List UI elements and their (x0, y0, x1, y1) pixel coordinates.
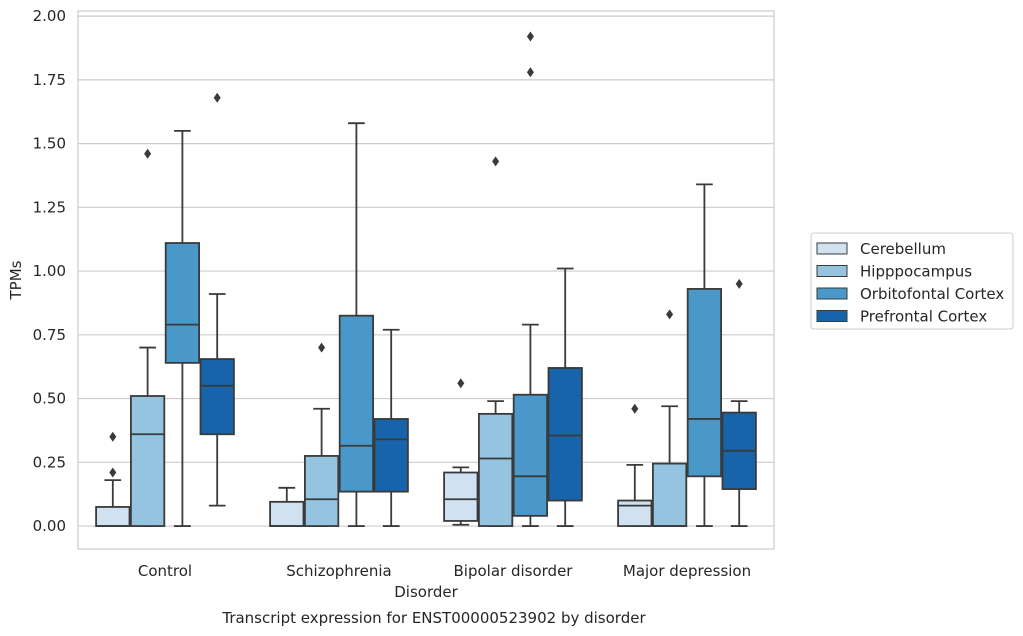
outlier-point (144, 148, 152, 159)
outlier-point (526, 31, 534, 42)
box-hipppocampus (303, 342, 340, 527)
y-axis-ticks: 0.00 0.25 0.50 0.75 1.00 1.25 1.50 1.75 2.00 (33, 7, 66, 535)
x-tick-label: Control (138, 562, 192, 580)
y-tick-label: 0.00 (33, 517, 66, 535)
x-tick-label: Major depression (623, 562, 751, 580)
box-prefrontal-cortex (199, 92, 235, 507)
outlier-point (318, 342, 326, 353)
box-orbitofontal-cortex (512, 31, 549, 527)
y-tick-label: 1.75 (33, 71, 66, 89)
box-hipppocampus (651, 309, 688, 527)
outlier-point (526, 67, 534, 78)
box-hipppocampus (129, 148, 166, 527)
legend-label: Prefrontal Cortex (860, 308, 987, 326)
outlier-point (735, 278, 743, 289)
legend-frame (810, 232, 1014, 330)
legend-label: Cerebellum (860, 240, 946, 258)
y-tick-label: 1.25 (33, 198, 66, 216)
legend-swatch (816, 310, 848, 322)
outlier-point (492, 156, 500, 167)
box-prefrontal-cortex (547, 267, 583, 527)
y-tick-label: 1.00 (33, 262, 66, 280)
y-tick-label: 1.50 (33, 135, 66, 153)
box-cerebellum (443, 378, 479, 526)
y-tick-label: 0.25 (33, 453, 66, 471)
legend-swatch (816, 287, 848, 300)
box-prefrontal-cortex (373, 328, 409, 527)
box-iqr (95, 506, 131, 527)
box-iqr (651, 462, 688, 527)
box-hipppocampus (477, 156, 514, 527)
plot-frame (77, 10, 775, 550)
legend-label: Hipppocampus (860, 263, 972, 281)
outlier-point (631, 403, 639, 414)
x-tick-label: Bipolar disorder (454, 562, 574, 580)
box-iqr (512, 393, 549, 517)
box-iqr (443, 471, 479, 522)
box-iqr (477, 412, 514, 527)
box-cerebellum (269, 486, 305, 527)
legend-swatch (816, 265, 848, 277)
box-orbitofontal-cortex (686, 183, 723, 527)
outlier-point (109, 467, 117, 478)
box-iqr (547, 367, 583, 502)
y-tick-label: 0.50 (33, 390, 66, 408)
legend-swatch (816, 242, 848, 255)
boxes (95, 31, 757, 527)
y-axis-label: TPMs (7, 260, 25, 300)
box-orbitofontal-cortex (164, 129, 201, 527)
y-tick-label: 2.00 (33, 7, 66, 25)
chart-title: Transcript expression for ENST0000052390… (221, 609, 646, 627)
box-cerebellum (617, 403, 653, 527)
box-iqr (373, 418, 409, 493)
box-iqr (129, 395, 166, 527)
box-iqr (338, 314, 375, 493)
box-iqr (164, 242, 201, 364)
legend-label: Orbitofontal Cortex (860, 285, 1004, 303)
legend: Cerebellum Hipppocampus Orbitofontal Corte… (810, 232, 1014, 330)
box-iqr (686, 288, 723, 478)
box-iqr (303, 455, 340, 527)
box-iqr (617, 499, 653, 527)
outlier-point (666, 309, 674, 320)
x-axis-ticks: Control Schizophrenia Bipolar disorder Majo… (138, 562, 751, 580)
outlier-point (457, 378, 465, 389)
y-tick-label: 0.75 (33, 326, 66, 344)
outlier-point (213, 92, 221, 103)
box-cerebellum (95, 431, 131, 527)
box-iqr (199, 358, 235, 436)
outlier-point (109, 431, 117, 442)
box-iqr (269, 500, 305, 527)
x-axis-label: Disorder (394, 583, 458, 601)
box-prefrontal-cortex (721, 278, 757, 527)
box-orbitofontal-cortex (338, 122, 375, 527)
x-tick-label: Schizophrenia (286, 562, 391, 580)
